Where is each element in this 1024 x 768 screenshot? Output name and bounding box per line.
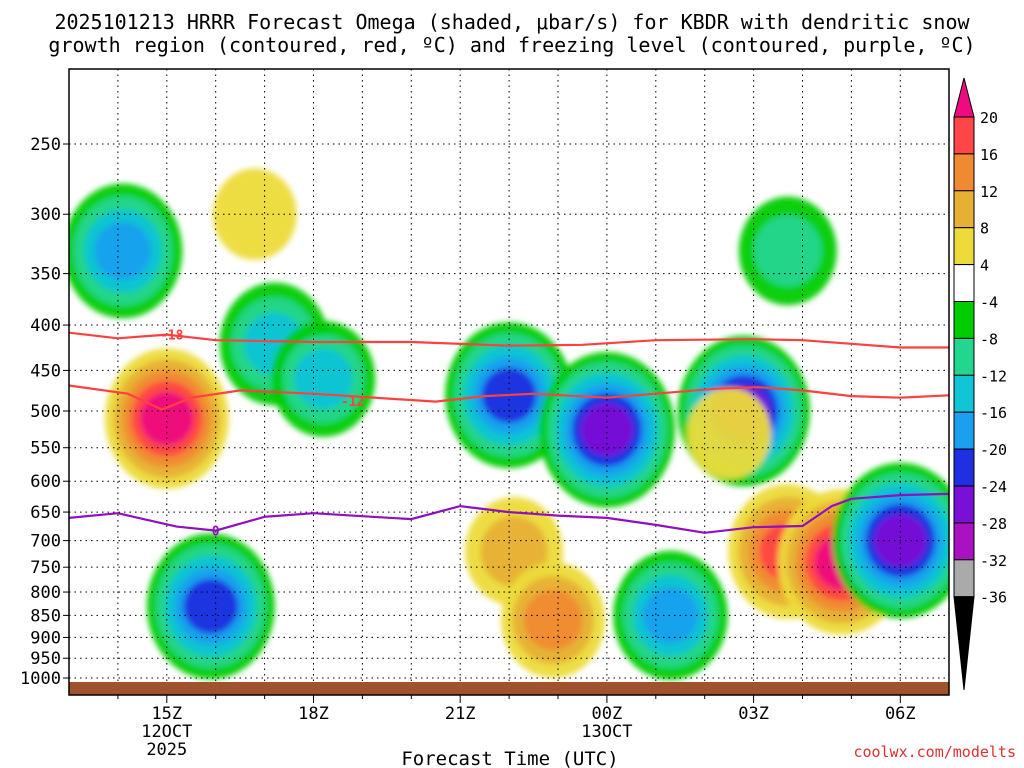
omega-band <box>212 168 297 260</box>
contour--18 <box>69 331 949 349</box>
y-tick-label: 800 <box>30 583 61 603</box>
colorbar-band <box>953 522 975 561</box>
omega-band <box>580 403 634 457</box>
colorbar: 20 16 12 8 4 -4 -8 -12 -16 -20 -24 -28 -32 -36 <box>953 77 1007 691</box>
x-tick-label: 03Z <box>738 704 769 724</box>
x-tick-label: 18Z <box>298 704 329 724</box>
y-axis: 2503003504004505005506006507007508008509… <box>20 135 69 689</box>
y-tick-label: 600 <box>30 472 61 492</box>
y-tick-label: 550 <box>30 439 61 459</box>
x-tick-sublabel: 12OCT <box>141 722 192 742</box>
contour-0 <box>69 492 949 534</box>
y-tick-label: 750 <box>30 558 61 578</box>
colorbar-band <box>953 190 975 229</box>
omega-cell <box>613 550 728 680</box>
omega-cell <box>104 348 229 489</box>
y-tick-label: 500 <box>30 402 61 422</box>
omega-shading <box>69 168 949 680</box>
omega-cell <box>687 387 772 480</box>
x-axis-label: Forecast Time (UTC) <box>401 748 618 768</box>
colorbar-top-arrow <box>953 77 975 118</box>
contour-label: -18 <box>160 329 184 344</box>
omega-band <box>687 387 772 480</box>
omega-cell <box>146 533 275 680</box>
omega-cell <box>738 196 837 306</box>
y-tick-label: 950 <box>30 649 61 669</box>
colorbar-label: -8 <box>980 330 998 348</box>
colorbar-label: -20 <box>980 441 1007 459</box>
colorbar-band <box>953 116 975 155</box>
y-tick-label: 400 <box>30 316 61 336</box>
colorbar-band <box>953 227 975 266</box>
omega-band <box>183 578 239 634</box>
x-tick-label: 00Z <box>592 704 623 724</box>
colorbar-band <box>953 559 975 598</box>
x-tick-label: 06Z <box>885 704 916 724</box>
y-tick-label: 250 <box>30 135 61 155</box>
chart-title-line2: growth region (contoured, red, ºC) and f… <box>48 33 975 57</box>
omega-cell <box>212 168 297 260</box>
colorbar-band <box>953 411 975 450</box>
x-tick-label: 15Z <box>151 704 182 724</box>
omega-cell <box>538 351 675 508</box>
colorbar-bottom-arrow <box>953 596 975 691</box>
colorbar-label: -16 <box>980 404 1007 422</box>
contour-label: 0 <box>212 525 220 540</box>
y-tick-label: 700 <box>30 532 61 552</box>
colorbar-band <box>953 374 975 413</box>
y-tick-label: 350 <box>30 265 61 285</box>
x-tick-sublabel: 13OCT <box>581 722 632 742</box>
colorbar-band <box>953 485 975 524</box>
colorbar-label: -12 <box>980 367 1007 385</box>
watermark: coolwx.com/modelts <box>853 743 1016 761</box>
x-tick-label: 21Z <box>445 704 476 724</box>
colorbar-label: -4 <box>980 294 998 312</box>
omega-band <box>523 589 583 650</box>
omega-band <box>754 215 822 287</box>
contour--12 <box>69 384 949 411</box>
omega-cell <box>271 320 376 437</box>
y-tick-label: 850 <box>30 606 61 626</box>
colorbar-label: 8 <box>980 220 989 238</box>
chart-title-line1: 2025101213 HRRR Forecast Omega (shaded, … <box>54 10 970 34</box>
colorbar-label: 12 <box>980 183 998 201</box>
y-tick-label: 450 <box>30 361 61 381</box>
plot-area: -18 -12 0 <box>69 69 949 695</box>
colorbar-band <box>953 153 975 192</box>
colorbar-label: 4 <box>980 257 989 275</box>
y-tick-label: 900 <box>30 628 61 648</box>
omega-cell <box>501 561 606 678</box>
colorbar-label: -24 <box>980 478 1007 496</box>
colorbar-band <box>953 337 975 376</box>
contour-label: -12 <box>341 395 364 410</box>
y-tick-label: 300 <box>30 205 61 225</box>
omega-cell <box>69 183 183 319</box>
omega-band <box>642 587 699 644</box>
ground-strip <box>69 682 949 695</box>
colorbar-label: 20 <box>980 109 998 127</box>
x-tick-sublabel: 2025 <box>146 740 187 760</box>
colorbar-band <box>953 264 975 303</box>
grid <box>69 69 949 695</box>
y-tick-label: 1000 <box>20 669 61 689</box>
colorbar-band <box>953 448 975 487</box>
y-tick-label: 650 <box>30 503 61 523</box>
colorbar-label: -28 <box>980 515 1007 533</box>
colorbar-label: -36 <box>980 589 1007 607</box>
omega-band <box>94 222 152 280</box>
colorbar-label: 16 <box>980 146 998 164</box>
colorbar-band <box>953 301 975 339</box>
colorbar-label: -32 <box>980 552 1007 570</box>
contours: -18 -12 0 <box>69 329 949 540</box>
